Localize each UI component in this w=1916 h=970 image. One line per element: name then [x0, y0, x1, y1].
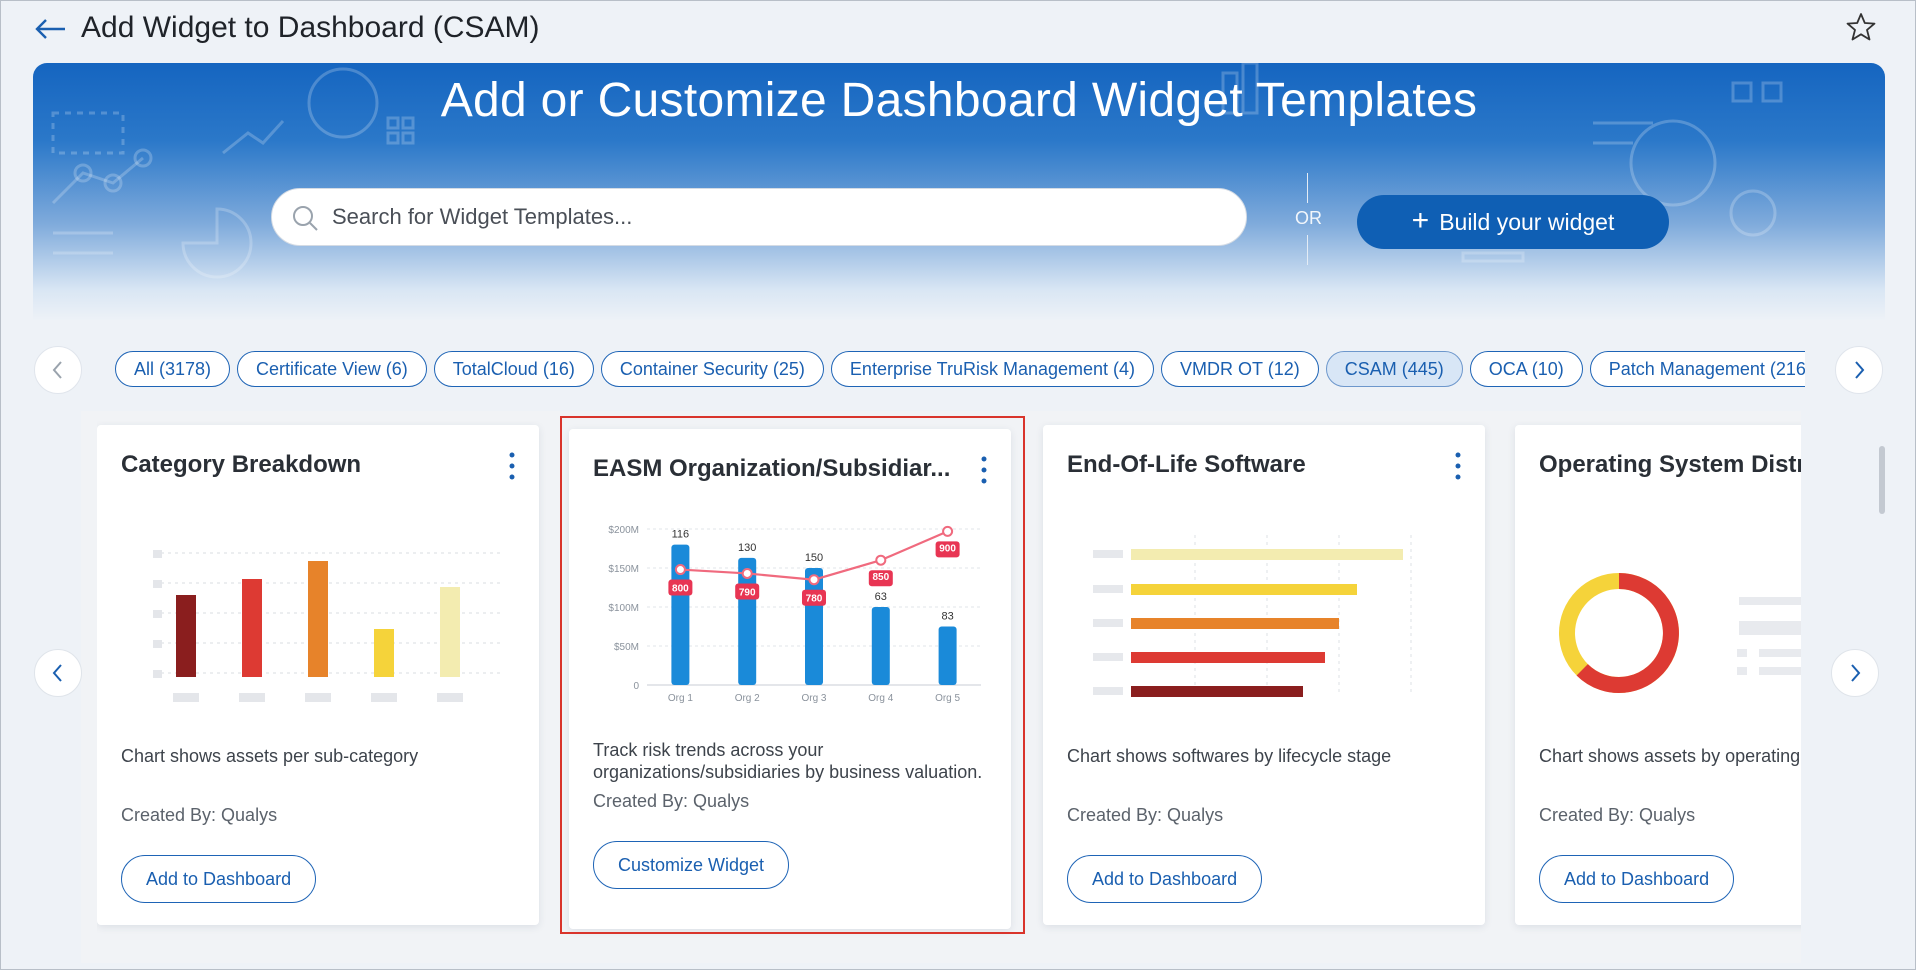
- trend-value-label: 800: [672, 584, 689, 595]
- more-options-icon[interactable]: [505, 449, 519, 483]
- widget-card[interactable]: Operating System Distrib Chart shows ass…: [1515, 425, 1801, 925]
- filter-chip[interactable]: VMDR OT (12): [1161, 351, 1319, 387]
- trend-point: [808, 574, 820, 586]
- card-description: Chart shows assets by operating: [1539, 746, 1801, 766]
- banner-decoration: [51, 63, 1783, 279]
- selection-highlight: [560, 416, 1025, 934]
- search-input[interactable]: [332, 197, 1212, 237]
- chips-prev-button[interactable]: [34, 346, 82, 394]
- more-options-icon[interactable]: [1451, 449, 1465, 483]
- trend-value-label: 790: [739, 587, 756, 598]
- more-options-icon[interactable]: [977, 453, 991, 487]
- star-icon[interactable]: [1845, 11, 1877, 43]
- bar: [871, 607, 890, 685]
- add-to-dashboard-button[interactable]: Add to Dashboard: [1539, 855, 1735, 903]
- bar-value-label: 130: [738, 542, 756, 554]
- card-created-by: Created By: Qualys: [1067, 805, 1224, 825]
- hero-banner: Add or Customize Dashboard Widget Templa…: [33, 63, 1885, 321]
- chevron-left-icon: [52, 664, 62, 682]
- filter-chip[interactable]: Enterprise TruRisk Management (4): [830, 351, 1155, 387]
- add-to-dashboard-button[interactable]: Add to Dashboard: [121, 855, 317, 903]
- chevron-right-icon: [1855, 361, 1865, 379]
- card-title: Operating System Distrib: [1539, 451, 1801, 478]
- bar-value-label: 150: [805, 552, 823, 564]
- chevron-left-icon: [52, 361, 62, 379]
- trend-point: [942, 525, 954, 537]
- plus-icon: +: [1411, 203, 1430, 237]
- y-tick-label: $200M: [608, 525, 639, 536]
- easm-valuation-preview: $200M $150M $100M $50M 0 116 Org 1 130 Org 2 150 O…: [608, 525, 981, 704]
- card-created-by: Created By: Qualys: [121, 805, 278, 825]
- bar-value-label: 83: [941, 611, 953, 623]
- y-tick-label: $150M: [608, 564, 639, 575]
- or-label: OR: [1295, 208, 1322, 228]
- trend-value-badge: [868, 570, 893, 587]
- trend-value-badge: [935, 541, 960, 558]
- category-breakdown-preview: [153, 550, 501, 702]
- trend-value-label: 850: [872, 572, 889, 583]
- filter-chip[interactable]: OCA (10): [1469, 351, 1583, 387]
- x-tick-label: Org 5: [935, 693, 960, 704]
- or-divider: [1307, 173, 1308, 203]
- filter-chip[interactable]: Container Security (25): [600, 351, 824, 387]
- card-description: Chart shows softwares by lifecycle stage: [1067, 746, 1392, 766]
- filter-chip[interactable]: CSAM (445): [1325, 351, 1463, 387]
- or-divider: [1307, 235, 1308, 265]
- arrow-left-icon[interactable]: [31, 13, 71, 45]
- cards-next-button[interactable]: [1831, 649, 1879, 697]
- filter-chip[interactable]: Patch Management (216): [1589, 351, 1805, 387]
- end-of-life-preview: [1093, 535, 1412, 697]
- x-tick-label: Org 2: [735, 693, 760, 704]
- filter-chip[interactable]: All (3178): [115, 351, 231, 387]
- chips-next-button[interactable]: [1835, 346, 1883, 394]
- card-title: End-Of-Life Software: [1067, 451, 1306, 478]
- cards-viewport: Category Breakdown Chart shows assets pe…: [97, 421, 1801, 951]
- search-box[interactable]: [271, 188, 1247, 246]
- filter-chip[interactable]: Certificate View (6): [237, 351, 427, 387]
- widget-card-selected[interactable]: EASM Organization/Subsidiar... $200M $150…: [569, 429, 1011, 929]
- trend-point: [741, 567, 753, 579]
- trend-value-badge: [802, 589, 826, 606]
- page-title: Add Widget to Dashboard (CSAM): [81, 11, 540, 44]
- y-tick-label: 0: [633, 681, 639, 692]
- build-widget-label: Build your widget: [1439, 208, 1615, 235]
- trend-value-badge: [668, 579, 693, 596]
- top-bar: Add Widget to Dashboard (CSAM): [1, 1, 1915, 61]
- bar: [938, 626, 957, 685]
- trend-point: [875, 554, 887, 566]
- x-tick-label: Org 4: [868, 693, 893, 704]
- trend-point: [674, 564, 686, 576]
- y-tick-label: $50M: [614, 642, 639, 653]
- card-created-by: Created By: Qualys: [593, 791, 750, 811]
- widget-card[interactable]: End-Of-Life Software Chart shows softwar…: [1043, 425, 1485, 925]
- trend-value-badge: [735, 583, 760, 600]
- bar-value-label: 116: [672, 529, 690, 541]
- card-description: Chart shows assets per sub-category: [121, 746, 419, 766]
- trend-value-label: 900: [939, 543, 956, 554]
- card-title: Category Breakdown: [121, 451, 362, 478]
- card-created-by: Created By: Qualys: [1539, 805, 1696, 825]
- y-tick-label: $100M: [608, 603, 639, 614]
- os-distribution-preview: [1559, 573, 1801, 693]
- add-to-dashboard-button[interactable]: Add to Dashboard: [1067, 855, 1263, 903]
- trend-value-label: 780: [806, 594, 823, 605]
- card-description: Track risk trends across your organizati…: [593, 740, 983, 782]
- chevron-right-icon: [1851, 664, 1861, 682]
- widget-card[interactable]: Category Breakdown Chart shows assets pe…: [97, 425, 539, 925]
- customize-widget-button[interactable]: Customize Widget: [593, 841, 790, 889]
- banner-title: Add or Customize Dashboard Widget Templa…: [440, 74, 1478, 127]
- category-chips: All (3178) Certificate View (6) TotalCloud…: [115, 351, 1805, 389]
- build-widget-button[interactable]: + Build your widget: [1357, 195, 1669, 249]
- scrollbar[interactable]: [1879, 446, 1885, 514]
- bar-value-label: 63: [875, 591, 887, 603]
- cards-prev-button[interactable]: [34, 649, 82, 697]
- search-icon: [293, 206, 318, 231]
- filter-chip[interactable]: TotalCloud (16): [433, 351, 594, 387]
- x-tick-label: Org 1: [668, 693, 693, 704]
- x-tick-label: Org 3: [801, 693, 826, 704]
